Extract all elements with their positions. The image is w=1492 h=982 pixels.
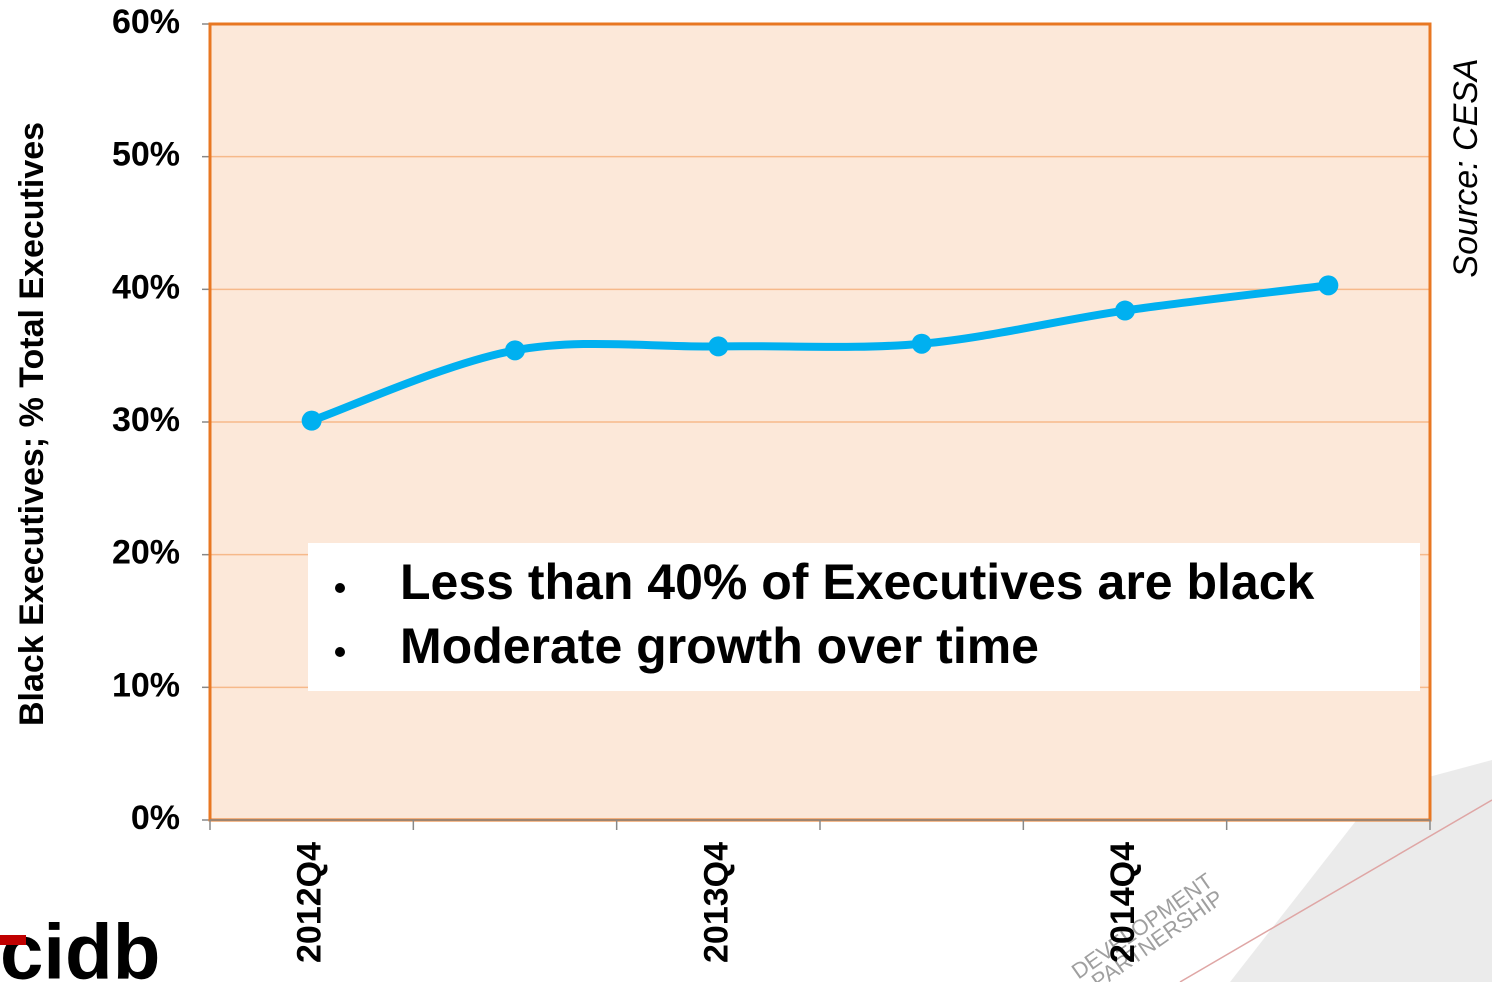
data-point [1115, 300, 1135, 321]
y-tick-label: 40% [112, 268, 180, 306]
x-tick-label: 2014Q4 [1104, 842, 1142, 963]
series-line [307, 281, 1333, 425]
data-point [911, 333, 932, 354]
y-tick-label: 20% [112, 534, 180, 572]
annotation-box [308, 543, 1420, 691]
annotation: Less than 40% of Executives are black [400, 554, 1315, 610]
y-axis-label: Black Executives; % Total Executives [13, 122, 51, 726]
y-tick-label: 50% [112, 136, 180, 174]
bullet [335, 647, 345, 657]
y-tick-label: 10% [112, 666, 180, 704]
logo: cidb [0, 908, 160, 982]
source: Source: CESA [1447, 58, 1485, 277]
annotation: Moderate growth over time [400, 618, 1039, 674]
data-point [505, 340, 525, 361]
data-point [301, 410, 322, 431]
data-point [708, 336, 729, 357]
y-tick-label: 0% [131, 799, 180, 837]
logo-mark [0, 935, 26, 945]
bullet [335, 583, 345, 593]
y-tick-label: 60% [112, 3, 180, 41]
data-point [1318, 275, 1339, 296]
x-tick-label: 2013Q4 [697, 842, 735, 963]
y-tick-label: 30% [112, 401, 180, 439]
watermark-line [1179, 799, 1492, 982]
x-tick-label: 2012Q4 [291, 842, 329, 963]
